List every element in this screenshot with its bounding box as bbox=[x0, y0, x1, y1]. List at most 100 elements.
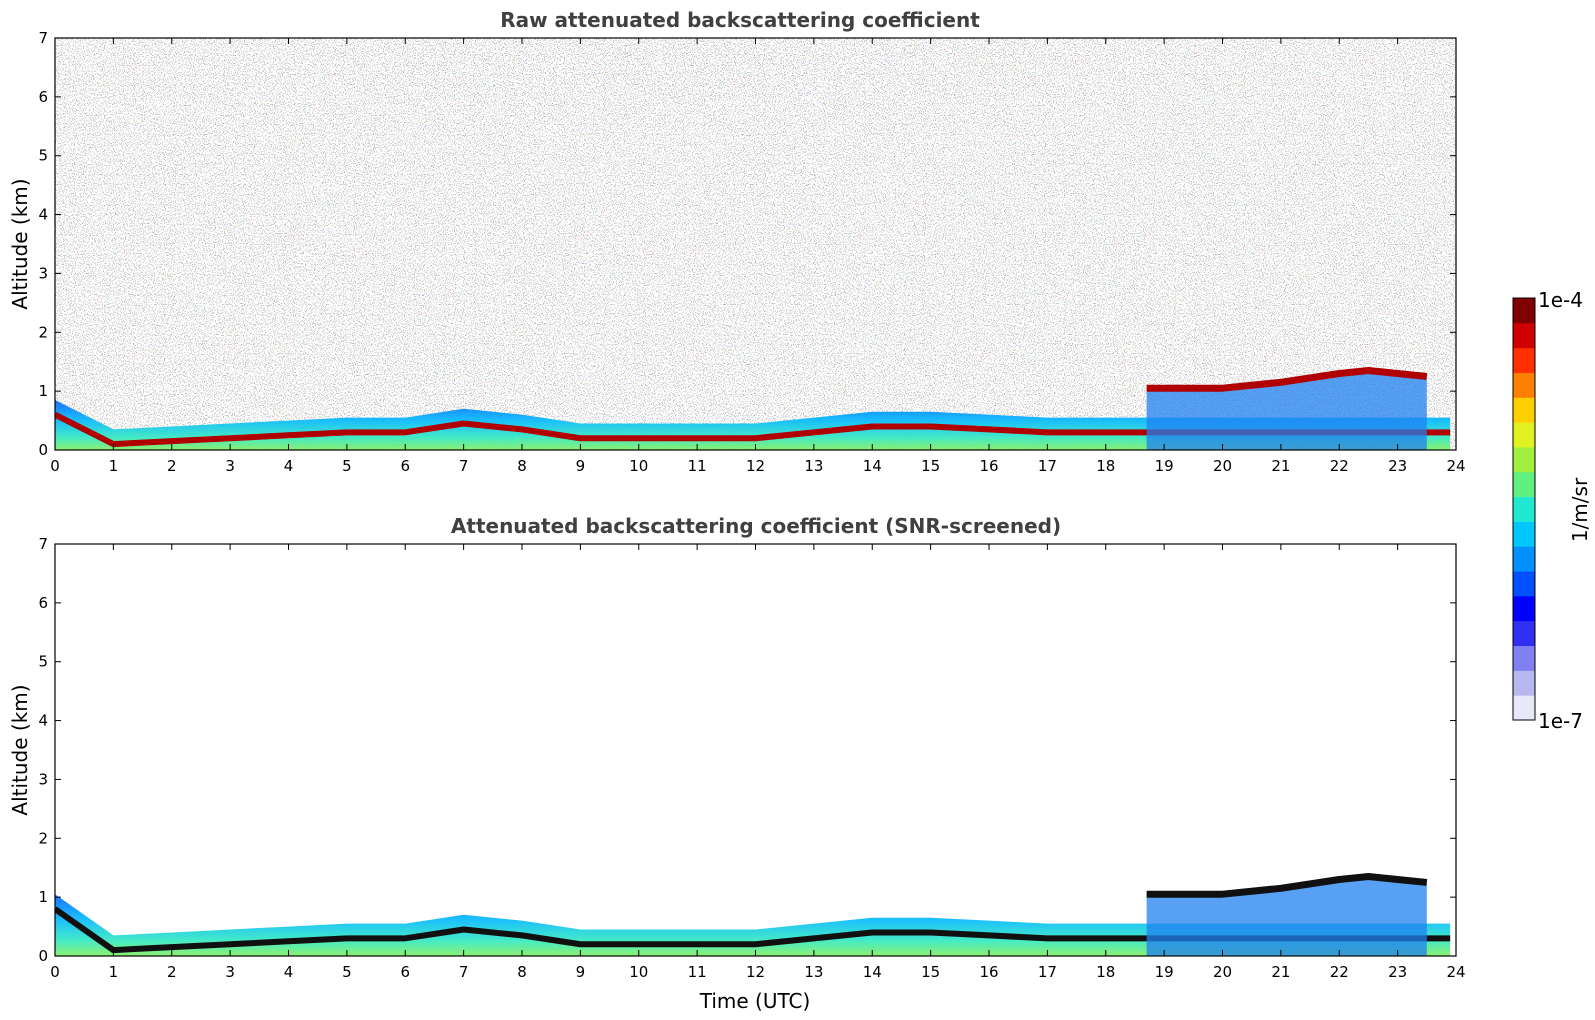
x-tick-label: 4 bbox=[284, 963, 294, 981]
panel-1-ylabel: Altitude (km) bbox=[8, 178, 32, 309]
colorbar-segment bbox=[1513, 446, 1535, 473]
y-tick-label: 5 bbox=[38, 147, 48, 165]
x-tick-label: 6 bbox=[400, 457, 410, 475]
colorbar-segment bbox=[1513, 670, 1535, 696]
y-tick-label: 0 bbox=[38, 947, 48, 965]
x-tick-label: 13 bbox=[804, 457, 823, 475]
colorbar-max-label: 1e-4 bbox=[1538, 288, 1583, 312]
y-tick-label: 7 bbox=[38, 29, 48, 47]
x-tick-label: 22 bbox=[1330, 457, 1349, 475]
x-tick-label: 16 bbox=[979, 457, 998, 475]
x-tick-label: 23 bbox=[1388, 457, 1407, 475]
colorbar-frame bbox=[1512, 297, 1536, 721]
colorbar-segment bbox=[1513, 571, 1535, 597]
x-tick-label: 16 bbox=[979, 963, 998, 981]
x-tick-label: 9 bbox=[576, 963, 586, 981]
panel-2-xlabel: Time (UTC) bbox=[699, 989, 811, 1013]
panel-screened: Attenuated backscattering coefficient (S… bbox=[8, 514, 1466, 1013]
x-tick-label: 8 bbox=[517, 457, 527, 475]
y-tick-label: 0 bbox=[38, 441, 48, 459]
panel-1-aerosol-layers bbox=[55, 367, 1451, 450]
y-tick-label: 6 bbox=[38, 594, 48, 612]
colorbar-segment bbox=[1513, 298, 1535, 324]
y-tick-label: 4 bbox=[38, 206, 48, 224]
x-tick-label: 0 bbox=[50, 457, 60, 475]
x-tick-label: 12 bbox=[746, 963, 765, 981]
x-tick-label: 2 bbox=[167, 963, 177, 981]
colorbar-segment bbox=[1513, 496, 1535, 522]
x-tick-label: 15 bbox=[921, 457, 940, 475]
colorbar-unit-label: 1/m/sr bbox=[1568, 477, 1592, 542]
colorbar-segment bbox=[1513, 620, 1535, 647]
colorbar-segment bbox=[1513, 372, 1535, 398]
x-tick-label: 5 bbox=[342, 963, 352, 981]
x-tick-label: 13 bbox=[804, 963, 823, 981]
x-tick-label: 1 bbox=[109, 963, 119, 981]
colorbar-segments bbox=[1513, 298, 1535, 721]
y-tick-label: 2 bbox=[38, 323, 48, 341]
colorbar-segment bbox=[1513, 471, 1535, 498]
y-tick-label: 5 bbox=[38, 653, 48, 671]
x-tick-label: 6 bbox=[400, 963, 410, 981]
colorbar-segment bbox=[1513, 645, 1535, 671]
x-tick-label: 11 bbox=[688, 963, 707, 981]
panel-2-background bbox=[55, 544, 1456, 956]
panel-2-ylabel: Altitude (km) bbox=[8, 684, 32, 815]
y-tick-label: 3 bbox=[38, 264, 48, 282]
y-tick-label: 1 bbox=[38, 888, 48, 906]
y-tick-label: 2 bbox=[38, 829, 48, 847]
x-tick-label: 10 bbox=[629, 457, 648, 475]
colorbar-segment bbox=[1513, 322, 1535, 349]
x-tick-label: 5 bbox=[342, 457, 352, 475]
panel-1-title: Raw attenuated backscattering coefficien… bbox=[500, 8, 980, 32]
x-tick-label: 8 bbox=[517, 963, 527, 981]
panel-1-x-ticks: 0 1 2 3 4 5 6 7 8 9 10 11 12 13 14 15 16 17 18 19 20 21 22 23 24 bbox=[50, 38, 1466, 475]
x-tick-label: 21 bbox=[1271, 457, 1290, 475]
x-tick-label: 9 bbox=[576, 457, 586, 475]
x-tick-label: 14 bbox=[863, 457, 882, 475]
x-tick-label: 19 bbox=[1155, 457, 1174, 475]
x-tick-label: 14 bbox=[863, 963, 882, 981]
x-tick-label: 7 bbox=[459, 457, 469, 475]
x-tick-label: 3 bbox=[225, 963, 235, 981]
colorbar-segment bbox=[1513, 521, 1535, 547]
x-tick-label: 18 bbox=[1096, 457, 1115, 475]
colorbar-segment bbox=[1513, 595, 1535, 622]
x-tick-label: 21 bbox=[1271, 963, 1290, 981]
y-tick-label: 3 bbox=[38, 770, 48, 788]
x-tick-label: 10 bbox=[629, 963, 648, 981]
colorbar: 1e-4 1e-7 1/m/sr bbox=[1512, 288, 1592, 733]
x-tick-label: 1 bbox=[109, 457, 119, 475]
x-tick-label: 18 bbox=[1096, 963, 1115, 981]
x-tick-label: 24 bbox=[1446, 963, 1465, 981]
panel-2-aerosol-layers bbox=[55, 873, 1451, 956]
x-tick-label: 7 bbox=[459, 963, 469, 981]
y-tick-label: 1 bbox=[38, 382, 48, 400]
x-tick-label: 17 bbox=[1038, 457, 1057, 475]
colorbar-segment bbox=[1513, 397, 1535, 423]
y-tick-label: 7 bbox=[38, 535, 48, 553]
colorbar-segment bbox=[1513, 695, 1535, 721]
x-tick-label: 2 bbox=[167, 457, 177, 475]
x-tick-label: 12 bbox=[746, 457, 765, 475]
x-tick-label: 15 bbox=[921, 963, 940, 981]
panel-1-y-ticks: 0 1 2 3 4 5 6 7 bbox=[38, 29, 1456, 459]
x-tick-label: 19 bbox=[1155, 963, 1174, 981]
x-tick-label: 20 bbox=[1213, 457, 1232, 475]
x-tick-label: 0 bbox=[50, 963, 60, 981]
x-tick-label: 4 bbox=[284, 457, 294, 475]
x-tick-label: 11 bbox=[688, 457, 707, 475]
y-tick-label: 4 bbox=[38, 712, 48, 730]
elevated-layer-line bbox=[1146, 367, 1428, 392]
x-tick-label: 23 bbox=[1388, 963, 1407, 981]
y-tick-label: 6 bbox=[38, 88, 48, 106]
colorbar-min-label: 1e-7 bbox=[1538, 709, 1583, 733]
panel-2-plot-area bbox=[55, 544, 1456, 956]
x-tick-label: 24 bbox=[1446, 457, 1465, 475]
panel-raw: Raw attenuated backscattering coefficien… bbox=[8, 8, 1466, 475]
panel-2-title: Attenuated backscattering coefficient (S… bbox=[451, 514, 1061, 538]
colorbar-segment bbox=[1513, 347, 1535, 373]
colorbar-segment bbox=[1513, 546, 1535, 572]
x-tick-label: 22 bbox=[1330, 963, 1349, 981]
